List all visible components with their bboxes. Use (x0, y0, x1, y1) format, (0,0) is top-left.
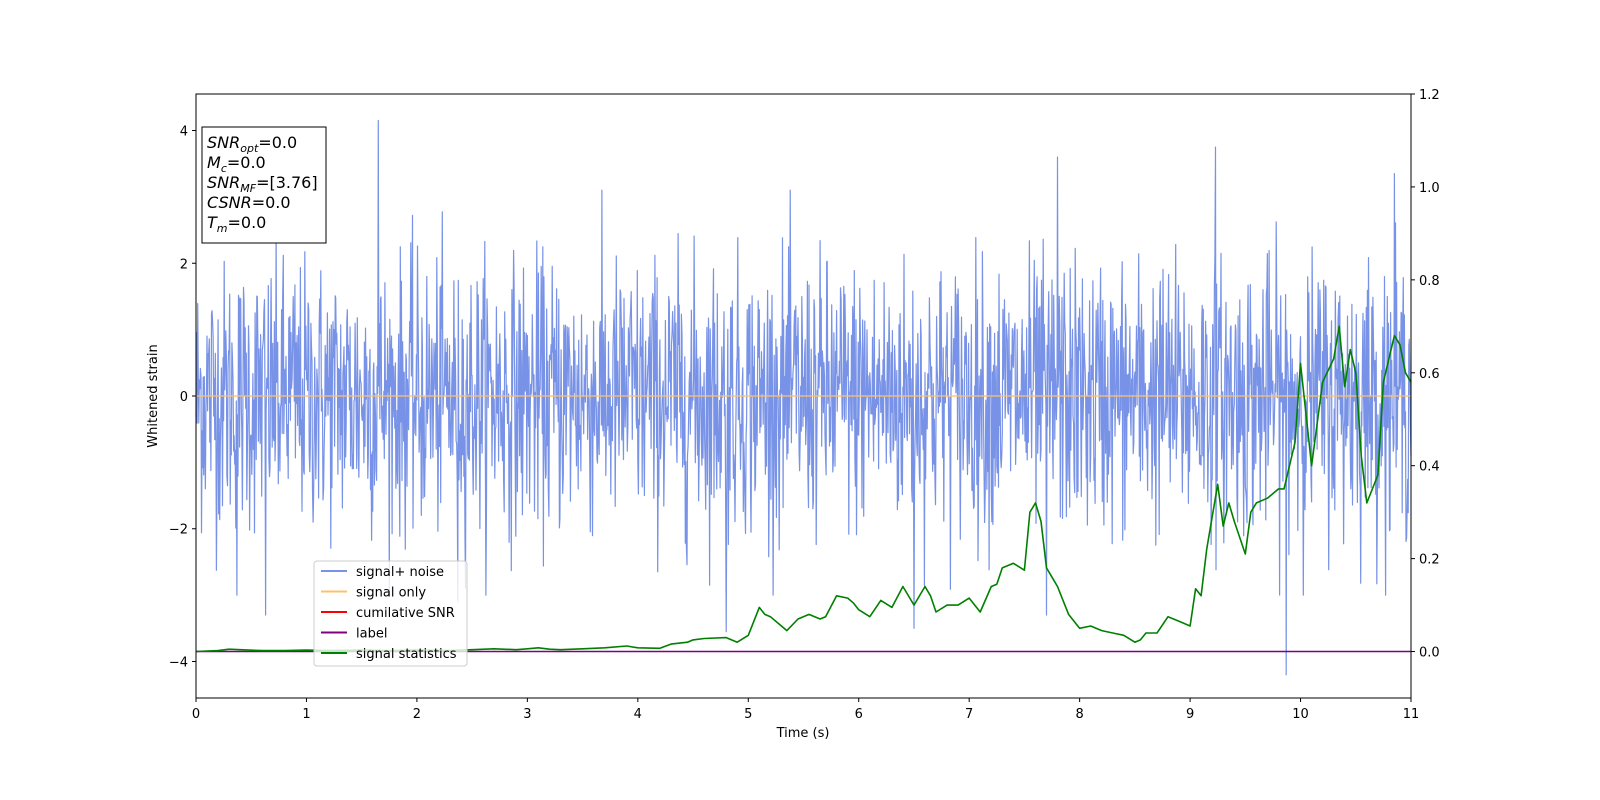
legend: signal+ noise signal only cumilative SNR la… (313, 560, 468, 667)
annotation-box-frame (201, 126, 327, 244)
x-tick-label: 6 (855, 707, 863, 722)
y-right-tick-label: 0.2 (1419, 553, 1440, 568)
legend-entry: signal statistics (356, 647, 457, 662)
x-tick-label: 7 (965, 707, 973, 722)
x-tick-label: 9 (1186, 707, 1194, 722)
legend-entry: signal+ noise (356, 565, 444, 580)
x-tick-label: 2 (413, 707, 421, 722)
y-left-tick-label: 4 (180, 125, 188, 140)
annotation-line: Tm=0.0 (207, 213, 266, 235)
legend-entry: label (356, 627, 387, 642)
annotation-line: SNRopt=0.0 (207, 133, 297, 155)
x-tick-label: 11 (1403, 707, 1420, 722)
annotation-line: SNRMF=[3.76] (207, 173, 318, 195)
y-right-tick-label: 0.8 (1419, 274, 1440, 289)
tick-marks: 0 1 2 3 4 5 6 7 8 9 10 11 −4 −2 0 2 4 0.0 0.2 0.4 0.6 0.8 1.0 1… (169, 88, 1440, 722)
series-signal-statistics (195, 325, 1412, 653)
y-left-tick-label: 0 (180, 390, 188, 405)
x-tick-label: 3 (523, 707, 531, 722)
x-axis-label: Time (s) (776, 726, 830, 741)
legend-entry: cumilative SNR (356, 606, 455, 621)
legend-frame (313, 560, 468, 667)
legend-entry: signal only (356, 586, 426, 601)
y-left-tick-label: −2 (169, 523, 188, 538)
x-tick-label: 4 (634, 707, 642, 722)
x-tick-label: 8 (1075, 707, 1083, 722)
y-right-tick-label: 1.2 (1419, 88, 1440, 103)
y-left-tick-label: 2 (180, 257, 188, 272)
annotation-line: Mc=0.0 (207, 153, 266, 175)
x-tick-label: 0 (192, 707, 200, 722)
x-tick-label: 5 (744, 707, 752, 722)
y-right-tick-label: 1.0 (1419, 181, 1440, 196)
y-right-tick-label: 0.4 (1419, 460, 1440, 475)
annotation-box: SNRopt=0.0Mc=0.0SNRMF=[3.76]CSNR=0.0Tm=0… (201, 126, 327, 244)
y-right-tick-label: 0.0 (1419, 646, 1440, 661)
y-axis-label-left: Whitened strain (146, 344, 161, 447)
x-tick-label: 10 (1292, 707, 1309, 722)
series-signal-noise (195, 119, 1412, 676)
y-left-tick-label: −4 (169, 655, 188, 670)
y-right-tick-label: 0.6 (1419, 367, 1440, 382)
annotation-line: CSNR=0.0 (207, 193, 291, 212)
x-tick-label: 1 (302, 707, 310, 722)
